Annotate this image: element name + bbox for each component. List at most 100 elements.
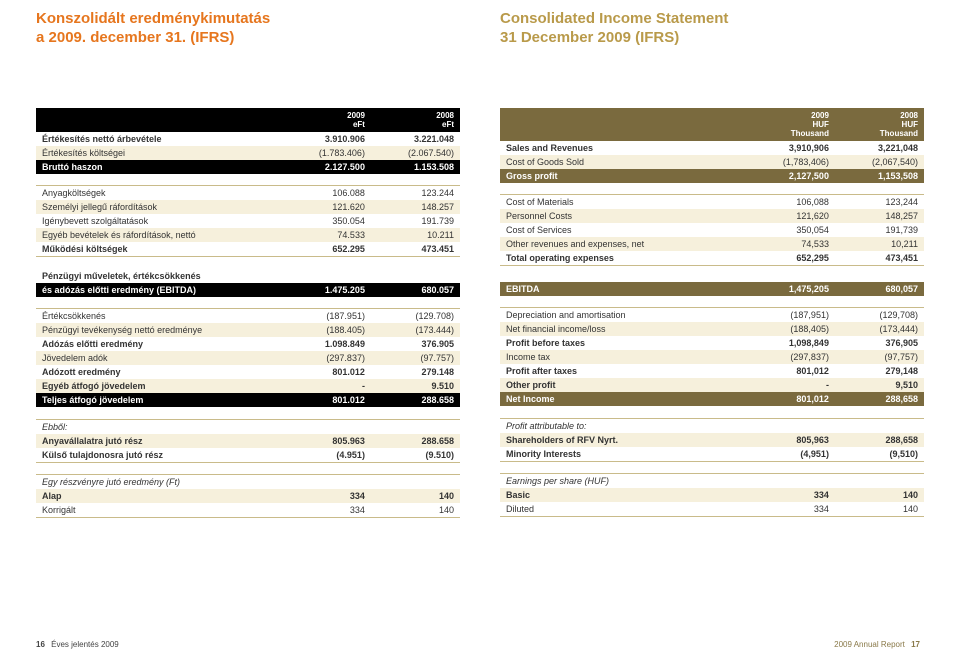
row-value-2009: (4.951) [282,448,371,463]
row-value-2008 [371,474,460,489]
row-value-2009: 652.295 [282,242,371,257]
row-label: Ebből: [36,419,282,434]
row-value-2008: 191.739 [371,214,460,228]
row-value-2008: 140 [835,488,924,502]
row-value-2008: 3,221,048 [835,141,924,155]
row-label: EBITDA [500,282,746,296]
row-value-2008: 473,451 [835,251,924,266]
table-row: Gross profit2,127,5001,153,508 [500,169,924,183]
row-value-2009: 3,910,906 [746,141,835,155]
table-row: Cost of Materials106,088123,244 [500,195,924,210]
table-row: Pénzügyi műveletek, értékcsökkenés [36,269,460,283]
left-title: Konszolidált eredménykimutatás a 2009. d… [36,10,460,48]
row-value-2009: (297.837) [282,351,371,365]
row-label: Egyéb átfogó jövedelem [36,379,282,393]
row-label: Egyéb bevételek és ráfordítások, nettó [36,228,282,242]
table-row: Personnel Costs121,620148,257 [500,209,924,223]
table-row: Other profit-9,510 [500,378,924,392]
footer-right-text: 2009 Annual Report [834,640,905,649]
row-value-2009: 350.054 [282,214,371,228]
row-value-2008: (2,067,540) [835,155,924,169]
right-title: Consolidated Income Statement 31 Decembe… [500,10,924,48]
row-value-2008: (129.708) [371,309,460,324]
row-value-2009: 3.910.906 [282,132,371,146]
table-row: Net financial income/loss(188,405)(173,4… [500,322,924,336]
row-value-2009: 74,533 [746,237,835,251]
row-value-2008: 1,153,508 [835,169,924,183]
table-row: Other revenues and expenses, net74,53310… [500,237,924,251]
row-value-2008: (97,757) [835,350,924,364]
table-row: Cost of Services350,054191,739 [500,223,924,237]
row-value-2009: 334 [282,489,371,503]
row-label: Értékesítés költségei [36,146,282,160]
row-label: Shareholders of RFV Nyrt. [500,433,746,447]
row-value-2009: - [746,378,835,392]
row-value-2008: (9.510) [371,448,460,463]
right-title-line2: 31 December 2009 (IFRS) [500,29,679,46]
right-table: 2009 HUF Thousand 2008 HUF Thousand Sale… [500,108,924,517]
table-row: Shareholders of RFV Nyrt.805,963288,658 [500,433,924,447]
table-row: Net Income801,012288,658 [500,392,924,406]
row-value-2009: 334 [746,488,835,502]
row-value-2009: - [282,379,371,393]
row-value-2008: 148,257 [835,209,924,223]
row-label: Jövedelem adók [36,351,282,365]
row-label: Income tax [500,350,746,364]
table-row: Jövedelem adók(297.837)(97.757) [36,351,460,365]
row-value-2009: 2,127,500 [746,169,835,183]
table-row: Alap334140 [36,489,460,503]
row-value-2008: 9.510 [371,379,460,393]
table-row: Profit before taxes1,098,849376,905 [500,336,924,350]
row-label: Profit attributable to: [500,418,746,433]
row-label: Adózás előtti eredmény [36,337,282,351]
row-value-2008: 140 [371,503,460,518]
row-label: Igénybevett szolgáltatások [36,214,282,228]
row-label: Pénzügyi tevékenység nettó eredménye [36,323,282,337]
table-row: Külső tulajdonosra jutó rész(4.951)(9.51… [36,448,460,463]
table-row: Értékesítés nettó árbevétele3.910.9063.2… [36,132,460,146]
row-value-2009: (187.951) [282,309,371,324]
row-value-2008: 123,244 [835,195,924,210]
row-value-2009: 1.098.849 [282,337,371,351]
row-value-2009 [282,474,371,489]
right-header-blank [500,108,746,141]
row-value-2008: 10,211 [835,237,924,251]
row-value-2009: (188,405) [746,322,835,336]
table-row: Depreciation and amortisation(187,951)(1… [500,308,924,323]
row-value-2009: 1,098,849 [746,336,835,350]
row-value-2009: 106,088 [746,195,835,210]
row-label: Korrigált [36,503,282,518]
row-label: Értékesítés nettó árbevétele [36,132,282,146]
row-value-2008: 288,658 [835,392,924,406]
row-value-2008: 376.905 [371,337,460,351]
left-header-2008: 2008 eFt [371,108,460,132]
row-value-2008: (9,510) [835,447,924,462]
row-value-2009 [746,473,835,488]
row-label: Depreciation and amortisation [500,308,746,323]
row-label: Profit after taxes [500,364,746,378]
row-value-2008: 288.658 [371,434,460,448]
table-row: Értékcsökkenés(187.951)(129.708) [36,309,460,324]
row-label: Külső tulajdonosra jutó rész [36,448,282,463]
row-value-2009: (4,951) [746,447,835,462]
table-row: Működési költségek652.295473.451 [36,242,460,257]
row-label: Cost of Goods Sold [500,155,746,169]
table-row: Egyéb átfogó jövedelem-9.510 [36,379,460,393]
row-label: Személyi jellegű ráfordítások [36,200,282,214]
row-label: és adózás előtti eredmény (EBITDA) [36,283,282,297]
row-label: Cost of Materials [500,195,746,210]
table-row: Ebből: [36,419,460,434]
row-value-2008: (173,444) [835,322,924,336]
table-row: Teljes átfogó jövedelem801.012288.658 [36,393,460,407]
row-label: Profit before taxes [500,336,746,350]
row-value-2008: (129,708) [835,308,924,323]
row-value-2009: 801,012 [746,392,835,406]
row-value-2008: (173.444) [371,323,460,337]
row-value-2008: 1.153.508 [371,160,460,174]
left-column: Konszolidált eredménykimutatás a 2009. d… [36,10,460,518]
row-label: Net financial income/loss [500,322,746,336]
row-value-2008 [835,473,924,488]
row-label: Diluted [500,502,746,517]
row-value-2009: (297,837) [746,350,835,364]
row-value-2009: 350,054 [746,223,835,237]
